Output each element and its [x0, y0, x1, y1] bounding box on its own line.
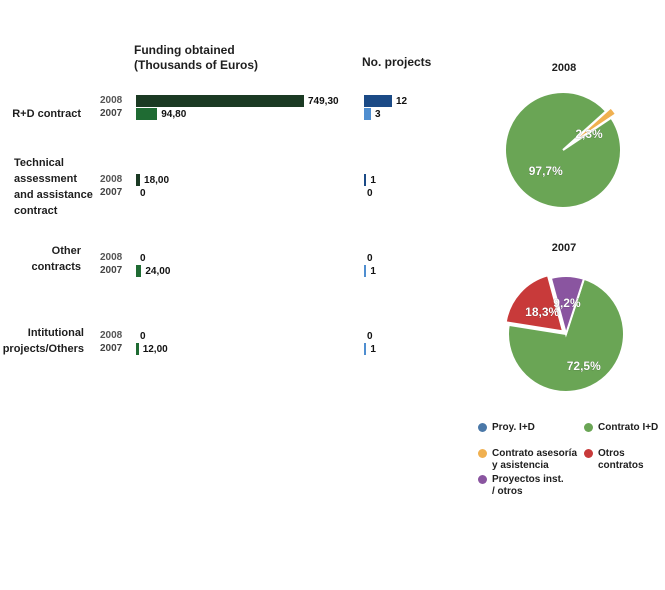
projects-value-2007: 1 — [370, 344, 376, 355]
year-label-2007: 2007 — [100, 187, 123, 198]
funding-value-2008: 0 — [140, 253, 146, 264]
legend-label: Proyectos inst. / otros — [492, 474, 564, 497]
funding-header: Funding obtained (Thousands of Euros) — [134, 43, 258, 72]
category-label-other: Other contracts — [31, 245, 81, 273]
pie-slice-label: 97,7% — [529, 164, 563, 178]
funding-value-2007: 94,80 — [161, 109, 187, 120]
projects-value-2008: 12 — [396, 96, 408, 107]
year-label-2007: 2007 — [100, 343, 123, 354]
legend-swatch — [584, 423, 593, 432]
projects-value-2007: 3 — [375, 109, 381, 120]
legend-swatch — [478, 423, 487, 432]
legend-swatch — [478, 475, 487, 484]
funding-bar-2008 — [136, 174, 141, 186]
funding-value-2007: 24,00 — [145, 266, 171, 277]
projects-value-2007: 0 — [367, 188, 373, 199]
projects-value-2008: 1 — [370, 175, 376, 186]
pie-slice — [549, 275, 586, 338]
projects-value-2007: 1 — [370, 266, 376, 277]
projects-bar-2008 — [364, 174, 367, 186]
category-label-rd: R+D contract — [12, 108, 81, 120]
funding-value-2008: 749,30 — [308, 96, 339, 107]
year-label-2008: 2008 — [100, 174, 123, 185]
funding-bar-2007 — [136, 343, 139, 355]
year-label-2007: 2007 — [100, 265, 123, 276]
year-label-2007: 2007 — [100, 108, 123, 119]
category-label-technical: Technical assessment and assistance cont… — [14, 157, 93, 217]
funding-bar-2008 — [136, 95, 304, 107]
legend-swatch — [478, 449, 487, 458]
pie-slice-label: 72,5% — [567, 359, 601, 373]
pie-slice — [504, 274, 565, 333]
year-label-2008: 2008 — [100, 95, 123, 106]
pie-2008-title: 2008 — [551, 62, 577, 74]
year-label-2008: 2008 — [100, 330, 123, 341]
funding-value-2007: 0 — [140, 188, 146, 199]
funding-bar-2007 — [136, 265, 142, 277]
pie-chart-2007: 72,5% 18,3%9,2% — [504, 274, 625, 393]
projects-value-2008: 0 — [367, 331, 373, 342]
projects-value-2008: 0 — [367, 253, 373, 264]
legend-label: Otros contratos — [598, 448, 644, 471]
funding-bar-2007 — [136, 108, 158, 120]
year-label-2008: 2008 — [100, 252, 123, 263]
projects-bar-2007 — [364, 108, 371, 120]
category-label-institutional: Intitutional projects/Others — [2, 327, 84, 355]
pie-slice-label: 18,3% — [525, 305, 559, 319]
projects-bar-2007 — [364, 265, 367, 277]
legend-label: Proy. I+D — [492, 422, 535, 433]
projects-bar-2008 — [364, 95, 392, 107]
funding-value-2008: 18,00 — [144, 175, 170, 186]
pie-slice — [567, 106, 618, 148]
funding-value-2008: 0 — [140, 331, 146, 342]
legend-label: Contrato I+D — [598, 422, 659, 433]
projects-header: No. projects — [362, 55, 432, 69]
pie-slice-label: 9,2% — [553, 296, 581, 310]
pie-2007-title: 2007 — [551, 242, 577, 254]
pie-slice-label: 2,3% — [575, 127, 603, 141]
projects-bar-2007 — [364, 343, 367, 355]
legend-swatch — [584, 449, 593, 458]
pie-slice — [504, 91, 622, 209]
funding-value-2007: 12,00 — [142, 344, 168, 355]
legend-label: Contrato asesoría y asistencia — [492, 448, 578, 471]
pie-chart-2008: 97,7% 2,3% — [504, 91, 622, 209]
